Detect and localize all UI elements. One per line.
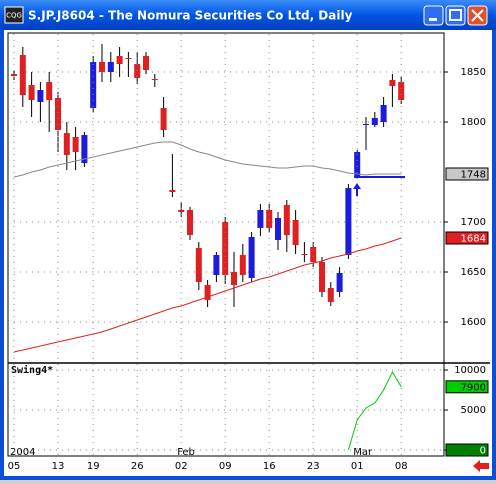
candle-body <box>336 273 343 292</box>
candle-body <box>248 237 255 278</box>
candle-body <box>169 190 176 192</box>
candle-body <box>283 205 290 235</box>
candle-body <box>231 272 237 285</box>
y-tick-label: 1650 <box>461 267 486 278</box>
y-tick-label: 1850 <box>461 67 486 78</box>
y-tick-label: 1800 <box>461 117 486 128</box>
candle-body <box>178 210 185 212</box>
y-tick-label: 1700 <box>461 217 486 228</box>
candle-body <box>204 285 211 300</box>
y-tick-label: 10000 <box>454 365 486 376</box>
candle-body <box>28 85 35 100</box>
x-tick-label: 01 <box>351 461 364 472</box>
indicator-line <box>13 141 402 178</box>
indicator-line <box>347 370 402 451</box>
candle-body <box>187 210 193 235</box>
candle-body <box>72 137 79 152</box>
candle-body <box>37 90 44 102</box>
candle-body <box>125 58 132 59</box>
value-box <box>445 231 489 245</box>
candle-body <box>55 98 61 130</box>
scroll-arrow[interactable] <box>473 460 489 472</box>
candle-body <box>371 118 378 125</box>
window-title: S.JP.J8604 - The Nomura Securities Co Lt… <box>28 9 353 23</box>
candle-body <box>275 218 281 240</box>
candle-body <box>19 55 26 95</box>
annotation-arrow <box>353 183 361 196</box>
value-box <box>445 443 489 457</box>
value-box-label: 1684 <box>461 234 486 245</box>
y-tick-label: 0 <box>480 446 486 457</box>
x-tick-label: 16 <box>263 461 276 472</box>
close-glyph <box>471 9 484 22</box>
candle-body <box>151 79 158 80</box>
value-box <box>445 380 489 394</box>
chart-area <box>4 30 492 476</box>
minimize-button[interactable] <box>423 5 444 26</box>
x-tick-label: 09 <box>219 461 232 472</box>
candle-body <box>345 188 352 255</box>
maximize-glyph <box>449 9 462 21</box>
candle-body <box>266 210 273 228</box>
value-box <box>445 167 489 181</box>
candle-body <box>398 82 405 100</box>
value-box-label: 7900 <box>461 382 486 393</box>
x-month-label: Feb <box>177 447 195 458</box>
app-icon[interactable] <box>4 6 24 24</box>
candle-body <box>81 135 88 163</box>
candle-body <box>213 255 220 275</box>
x-month-label: Mar <box>353 447 373 458</box>
app-icon-text: CQG <box>6 12 22 20</box>
candle-body <box>257 210 264 228</box>
x-tick-label: 19 <box>87 461 100 472</box>
candle-body <box>380 105 387 122</box>
candle-body <box>319 262 325 292</box>
minimize-glyph <box>429 18 437 21</box>
y-tick-label: 1600 <box>461 317 486 328</box>
candle-body <box>116 56 123 64</box>
candle-body <box>11 74 17 76</box>
indicator-line <box>13 237 402 353</box>
candle-body <box>310 247 317 262</box>
candle-body <box>222 222 229 275</box>
y-tick-label: 5000 <box>461 405 486 416</box>
candle-body <box>143 56 149 70</box>
candle-body <box>90 62 97 108</box>
candle-body <box>363 124 369 125</box>
x-tick-label: 23 <box>307 461 320 472</box>
x-tick-label: 13 <box>52 461 65 472</box>
x-tick-label: 02 <box>175 461 188 472</box>
candle-body <box>354 152 361 178</box>
value-box-label: 1748 <box>461 170 486 181</box>
candle-body <box>195 248 202 282</box>
candle-body <box>389 80 396 86</box>
candle-body <box>292 220 299 245</box>
x-tick-label: 26 <box>131 461 144 472</box>
maximize-button[interactable] <box>445 5 466 26</box>
x-tick-label: 05 <box>8 461 21 472</box>
candle-body <box>63 133 70 155</box>
candle-body <box>160 108 167 130</box>
title-bar <box>0 0 496 30</box>
candle-body <box>301 254 308 255</box>
x-month-label: 2004 <box>10 447 35 458</box>
candle-body <box>327 288 334 302</box>
x-tick-label: 08 <box>395 461 408 472</box>
candle-body <box>99 62 105 72</box>
window-buttons <box>423 5 488 26</box>
candle-body <box>107 62 114 72</box>
candle-body <box>239 255 246 275</box>
candle-body <box>46 82 53 100</box>
